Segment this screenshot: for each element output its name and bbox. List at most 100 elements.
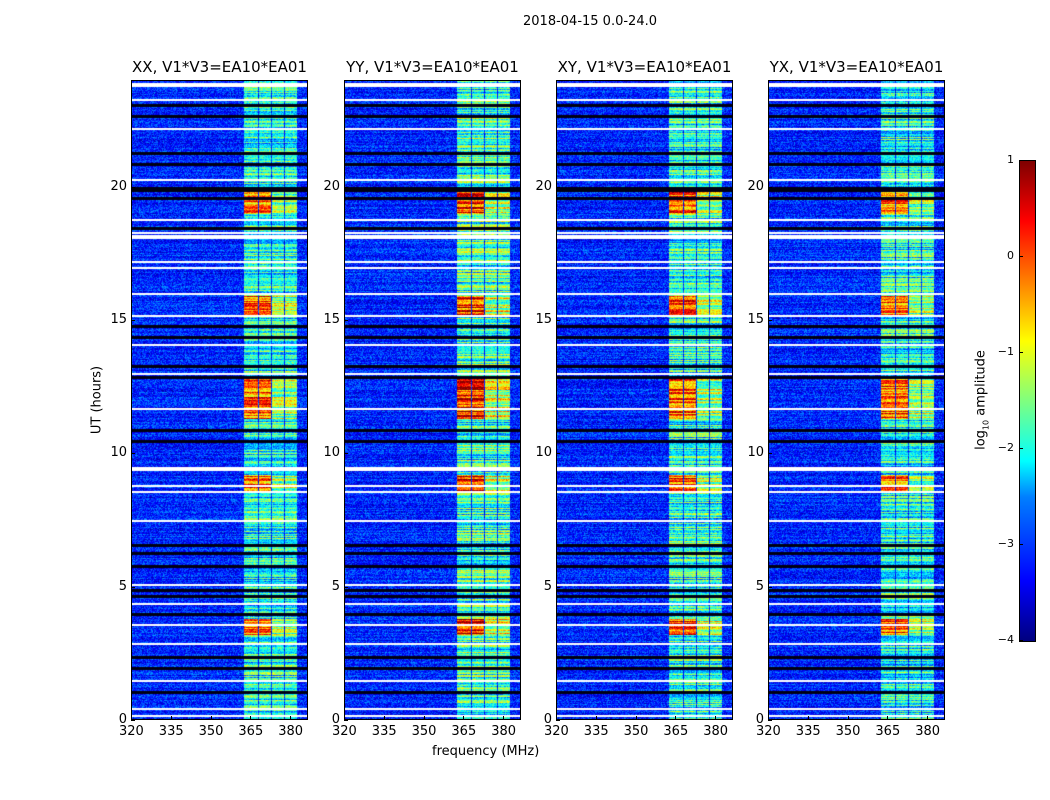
y-tick bbox=[344, 720, 348, 721]
panel-xy: XY, V1*V3=EA10*EA01 bbox=[556, 58, 733, 720]
y-tick bbox=[344, 186, 348, 188]
y-axis-label: UT (hours) bbox=[89, 365, 105, 435]
y-tick bbox=[131, 453, 135, 455]
panel-yx: YX, V1*V3=EA10*EA01 bbox=[768, 58, 945, 720]
x-tick bbox=[344, 716, 345, 720]
y-tick bbox=[768, 586, 772, 588]
y-tick bbox=[556, 186, 560, 188]
y-tick-label: 20 bbox=[535, 178, 552, 194]
heatmap-image bbox=[344, 80, 521, 720]
x-tick bbox=[807, 716, 809, 720]
y-tick bbox=[768, 720, 772, 721]
x-tick bbox=[927, 716, 929, 720]
x-tick bbox=[556, 716, 557, 720]
x-tick bbox=[595, 716, 597, 720]
y-tick-label: 0 bbox=[543, 712, 552, 727]
x-tick bbox=[675, 716, 677, 720]
y-tick bbox=[131, 586, 135, 588]
heatmap-image bbox=[131, 80, 308, 720]
y-tick-label: 15 bbox=[323, 312, 340, 327]
y-tick-label: 10 bbox=[747, 445, 764, 461]
x-tick bbox=[768, 716, 769, 720]
x-tick-label: 335 bbox=[371, 724, 397, 739]
colorbar-tick bbox=[1019, 640, 1023, 641]
y-tick-label: 20 bbox=[110, 178, 127, 194]
x-tick-label: 380 bbox=[491, 724, 517, 739]
x-tick-label: 365 bbox=[663, 724, 689, 739]
x-tick-label: 320 bbox=[544, 724, 569, 739]
x-tick-label: 320 bbox=[119, 724, 144, 739]
x-tick-label: 365 bbox=[875, 724, 901, 739]
x-axis-label: frequency (MHz) bbox=[432, 744, 540, 759]
x-tick-label: 365 bbox=[238, 724, 264, 739]
y-tick bbox=[556, 586, 560, 588]
colorbar-label: log10 amplitude bbox=[973, 350, 991, 450]
x-tick-label: 350 bbox=[411, 724, 437, 739]
x-tick bbox=[170, 716, 172, 720]
colorbar-tick bbox=[1019, 352, 1023, 353]
x-tick bbox=[887, 716, 889, 720]
x-tick-label: 350 bbox=[835, 724, 861, 739]
y-tick bbox=[344, 586, 348, 588]
colorbar-tick-label: −1 bbox=[997, 345, 1014, 358]
colorbar bbox=[1019, 160, 1036, 642]
x-tick-label: 380 bbox=[915, 724, 941, 739]
y-tick-label: 0 bbox=[755, 712, 764, 727]
axes-frame bbox=[131, 80, 308, 720]
heatmap-image bbox=[556, 80, 733, 720]
x-tick bbox=[503, 716, 505, 720]
y-tick bbox=[131, 186, 135, 188]
y-tick-label: 5 bbox=[543, 578, 552, 594]
y-tick-label: 5 bbox=[118, 578, 127, 594]
panel-title: XX, V1*V3=EA10*EA01 bbox=[132, 58, 307, 76]
y-tick bbox=[131, 320, 135, 321]
x-tick bbox=[383, 716, 385, 720]
panel-title: XY, V1*V3=EA10*EA01 bbox=[557, 58, 732, 76]
x-tick bbox=[423, 716, 425, 720]
x-tick bbox=[715, 716, 717, 720]
x-tick-label: 335 bbox=[795, 724, 821, 739]
y-tick bbox=[556, 320, 560, 321]
y-tick-label: 0 bbox=[118, 712, 127, 727]
colorbar-tick-label: 1 bbox=[1007, 153, 1014, 166]
y-tick bbox=[768, 186, 772, 188]
y-tick-label: 10 bbox=[323, 445, 340, 461]
y-tick-label: 15 bbox=[747, 312, 764, 327]
colorbar-tick bbox=[1019, 448, 1023, 449]
axes-frame bbox=[556, 80, 733, 720]
x-tick-label: 335 bbox=[158, 724, 184, 739]
y-tick-label: 20 bbox=[747, 178, 764, 194]
colorbar-tick-label: 0 bbox=[1007, 249, 1014, 262]
x-tick-label: 350 bbox=[623, 724, 649, 739]
x-tick-label: 320 bbox=[756, 724, 781, 739]
colorbar-tick bbox=[1019, 160, 1023, 161]
x-tick bbox=[250, 716, 252, 720]
y-tick-label: 5 bbox=[755, 578, 764, 594]
x-tick bbox=[463, 716, 465, 720]
panel-xx: XX, V1*V3=EA10*EA01 bbox=[131, 58, 308, 720]
y-tick-label: 5 bbox=[331, 578, 340, 594]
heatmap-image bbox=[768, 80, 945, 720]
y-tick-label: 20 bbox=[323, 178, 340, 194]
y-tick bbox=[768, 453, 772, 455]
colorbar-tick-label: −2 bbox=[997, 441, 1014, 454]
colorbar-tick bbox=[1019, 256, 1023, 257]
x-tick bbox=[847, 716, 849, 720]
y-tick bbox=[556, 720, 560, 721]
x-tick-label: 365 bbox=[451, 724, 477, 739]
axes-frame bbox=[344, 80, 521, 720]
colorbar-tick bbox=[1019, 544, 1023, 545]
x-tick bbox=[290, 716, 292, 720]
y-tick bbox=[344, 453, 348, 455]
y-tick-label: 15 bbox=[110, 312, 127, 327]
y-tick bbox=[556, 453, 560, 455]
x-tick bbox=[131, 716, 132, 720]
y-tick-label: 15 bbox=[535, 312, 552, 327]
panel-yy: YY, V1*V3=EA10*EA01 bbox=[344, 58, 521, 720]
y-tick-label: 0 bbox=[331, 712, 340, 727]
x-tick-label: 320 bbox=[332, 724, 357, 739]
colorbar-tick-label: −3 bbox=[997, 537, 1014, 550]
axes-frame bbox=[768, 80, 945, 720]
y-tick-label: 10 bbox=[110, 445, 127, 461]
